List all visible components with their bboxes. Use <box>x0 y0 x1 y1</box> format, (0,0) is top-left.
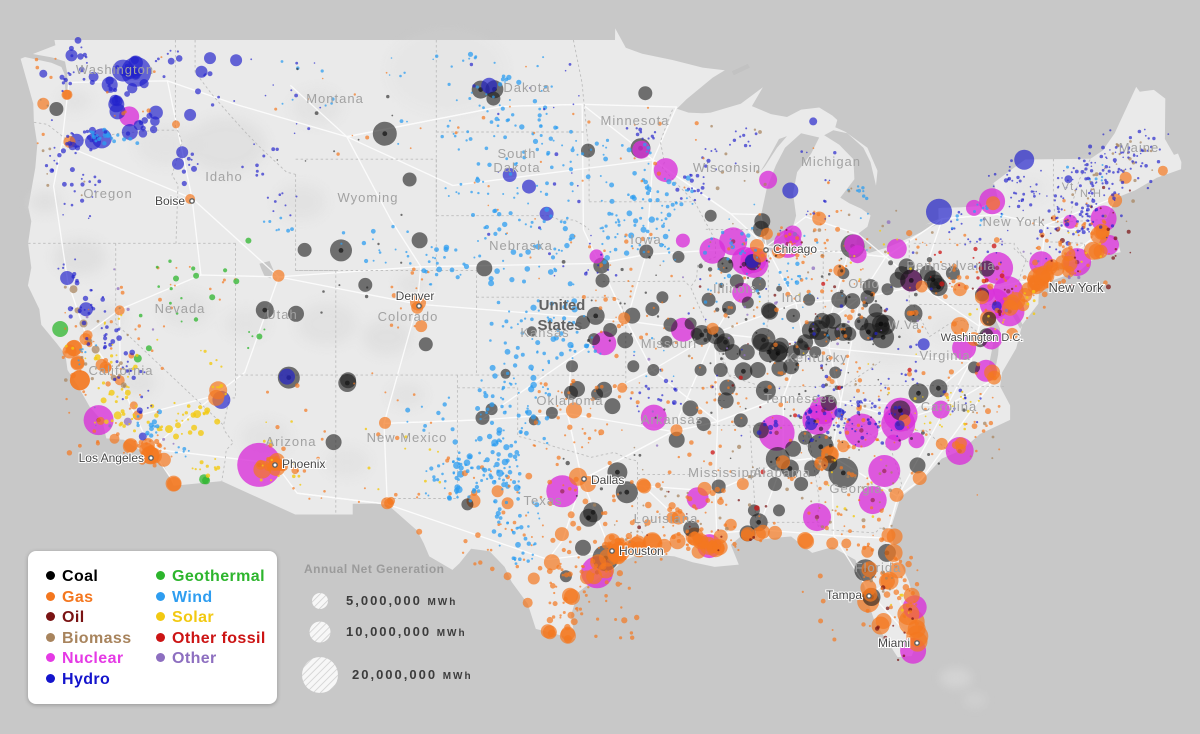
svg-text:Dallas: Dallas <box>591 473 624 487</box>
svg-text:Dakota: Dakota <box>493 160 540 175</box>
svg-text:New Mexico: New Mexico <box>367 430 448 445</box>
svg-text:Los Angeles: Los Angeles <box>79 451 144 465</box>
svg-text:Wisconsin: Wisconsin <box>693 160 761 175</box>
svg-text:20,000,000 MWh: 20,000,000 MWh <box>352 667 473 682</box>
svg-text:Ohio: Ohio <box>848 276 879 291</box>
svg-text:10,000,000 MWh: 10,000,000 MWh <box>346 624 467 639</box>
svg-text:Colorado: Colorado <box>378 309 439 324</box>
svg-text:Nevada: Nevada <box>155 301 206 316</box>
svg-text:Washington D.C.: Washington D.C. <box>941 332 1024 344</box>
svg-text:Phoenix: Phoenix <box>282 457 325 471</box>
svg-text:Arkansas: Arkansas <box>641 412 703 427</box>
svg-text:Kentucky: Kentucky <box>786 350 847 365</box>
svg-text:Boise: Boise <box>155 194 185 208</box>
svg-text:Dakota: Dakota <box>503 80 550 95</box>
svg-text:Texas: Texas <box>524 493 563 508</box>
svg-text:Pennsylvania: Pennsylvania <box>906 258 995 273</box>
svg-text:Washington: Washington <box>76 62 154 77</box>
svg-text:Carolina: Carolina <box>921 399 977 414</box>
svg-text:Louisiana: Louisiana <box>634 511 699 526</box>
svg-text:New York: New York <box>983 214 1046 229</box>
svg-text:California: California <box>89 363 154 378</box>
svg-text:Illinois: Illinois <box>713 281 757 296</box>
svg-text:Chicago: Chicago <box>773 242 817 256</box>
svg-text:Ind: Ind <box>781 290 802 305</box>
svg-text:Oregon: Oregon <box>83 186 132 201</box>
svg-text:Idaho: Idaho <box>205 169 243 184</box>
svg-text:New York: New York <box>1049 280 1104 295</box>
svg-text:W.Va: W.Va <box>888 318 920 332</box>
svg-text:Tampa: Tampa <box>826 588 862 602</box>
svg-text:Virginia: Virginia <box>919 348 970 363</box>
svg-text:Arizona: Arizona <box>265 434 316 449</box>
svg-text:Iowa: Iowa <box>630 232 661 247</box>
svg-text:Georgia: Georgia <box>829 481 882 496</box>
svg-text:Wyoming: Wyoming <box>337 190 398 205</box>
svg-text:N.H: N.H <box>1080 188 1102 200</box>
svg-text:Oklahoma: Oklahoma <box>536 393 603 408</box>
svg-text:Alabama: Alabama <box>753 465 811 480</box>
svg-text:Miami: Miami <box>878 636 910 650</box>
svg-text:Michigan: Michigan <box>801 154 861 169</box>
svg-text:Florida: Florida <box>855 560 902 575</box>
svg-text:Vt: Vt <box>1062 181 1074 193</box>
svg-text:Minnesota: Minnesota <box>601 113 670 128</box>
svg-text:5,000,000 MWh: 5,000,000 MWh <box>346 593 457 608</box>
svg-text:Maine: Maine <box>1119 140 1159 155</box>
svg-text:South: South <box>498 146 537 161</box>
svg-text:States: States <box>537 317 582 334</box>
svg-text:Utah: Utah <box>266 307 297 322</box>
svg-text:United: United <box>539 297 586 314</box>
svg-text:Mississippi: Mississippi <box>688 465 762 480</box>
svg-text:Montana: Montana <box>306 91 364 106</box>
svg-text:Tennessee: Tennessee <box>764 391 836 406</box>
svg-text:Denver: Denver <box>396 289 435 303</box>
svg-text:Houston: Houston <box>619 544 664 558</box>
svg-text:Kansas: Kansas <box>520 325 569 340</box>
svg-text:Missouri: Missouri <box>641 336 697 351</box>
svg-text:Nebraska: Nebraska <box>489 238 553 253</box>
